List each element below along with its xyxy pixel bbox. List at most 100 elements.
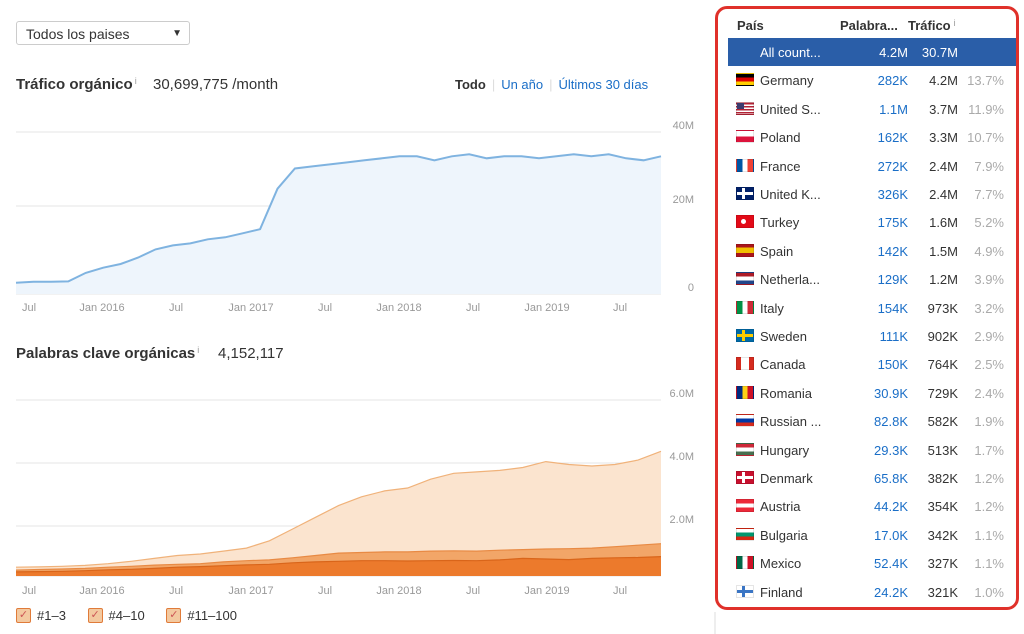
traffic-value: 382K xyxy=(927,471,958,486)
country-row[interactable]: Turkey 175K 1.6M 5.2% xyxy=(728,208,1016,236)
country-row[interactable]: Netherla... 129K 1.2M 3.9% xyxy=(728,265,1016,293)
info-icon[interactable]: i xyxy=(134,76,137,86)
range-tab-year[interactable]: Un año xyxy=(501,77,544,92)
traffic-value: 764K xyxy=(927,357,958,373)
range-tab-all[interactable]: Todo xyxy=(455,77,486,92)
keywords-count-link[interactable]: 29.3K xyxy=(874,442,908,458)
traffic-share: 1.9% xyxy=(974,414,1004,430)
traffic-value: 2.4M xyxy=(929,187,958,202)
keywords-count-link[interactable]: 24.2K xyxy=(874,584,908,600)
country-row[interactable]: Finland 24.2K 321K 1.0% xyxy=(728,578,1016,606)
traffic-share: 1.2% xyxy=(974,471,1004,486)
keywords-count-link[interactable]: 142K xyxy=(877,243,908,259)
keywords-count-link[interactable]: 30.9K xyxy=(874,385,908,401)
country-name: All count... xyxy=(760,45,821,60)
keywords-count-link[interactable]: 129K xyxy=(877,272,908,288)
traffic-value: 321K xyxy=(927,584,958,600)
country-row[interactable]: Romania 30.9K 729K 2.4% xyxy=(728,379,1016,407)
keywords-count-link[interactable]: 154K xyxy=(877,300,908,316)
country-table-highlight xyxy=(715,6,1019,610)
country-name: Russian ... xyxy=(760,414,822,430)
flag-icon xyxy=(736,272,754,286)
country-name: United K... xyxy=(760,187,821,202)
series-11-100-line xyxy=(15,450,662,568)
flag-icon xyxy=(736,471,754,484)
keywords-count-link[interactable]: 272K xyxy=(877,158,908,174)
country-row[interactable]: Bulgaria 17.0K 342K 1.1% xyxy=(728,521,1016,549)
country-row[interactable]: Canada 150K 764K 2.5% xyxy=(728,350,1016,378)
column-header-country[interactable]: País xyxy=(737,18,764,33)
country-row[interactable]: Poland 162K 3.3M 10.7% xyxy=(728,123,1016,151)
keywords-count-link[interactable]: 1.1M xyxy=(879,101,908,117)
x-tick-label: Jul xyxy=(22,302,36,314)
traffic-share: 2.4% xyxy=(974,385,1004,401)
y-tick-label: 0 xyxy=(688,282,694,294)
keywords-count-link[interactable]: 326K xyxy=(877,187,908,202)
country-row[interactable]: Russian ... 82.8K 582K 1.9% xyxy=(728,407,1016,435)
info-icon[interactable]: i xyxy=(953,18,956,28)
keywords-count-link[interactable]: 175K xyxy=(877,215,908,231)
legend-item-top3[interactable]: ✓ #1–3 xyxy=(16,608,66,623)
flag-icon xyxy=(736,187,754,200)
traffic-line xyxy=(15,153,662,284)
keywords-count-link[interactable]: 162K xyxy=(877,130,908,146)
country-row[interactable]: Italy 154K 973K 3.2% xyxy=(728,294,1016,322)
checkbox-icon[interactable]: ✓ xyxy=(16,608,31,623)
y-tick-label: 20M xyxy=(673,194,694,206)
traffic-share: 5.2% xyxy=(974,215,1004,231)
checkbox-icon[interactable]: ✓ xyxy=(87,608,103,623)
country-row[interactable]: Mexico 52.4K 327K 1.1% xyxy=(728,549,1016,577)
country-row-all[interactable]: All count... 4.2M 30.7M xyxy=(728,38,1016,66)
x-tick-label: Jan 2019 xyxy=(524,585,569,597)
x-tick-label: Jul xyxy=(318,585,332,597)
country-select[interactable]: Todos los paises ▼ xyxy=(16,21,190,45)
series-1-3-line xyxy=(15,556,662,573)
traffic-value: 342K xyxy=(927,527,958,543)
keywords-count-link[interactable]: 150K xyxy=(877,357,908,373)
traffic-value: 1.5M xyxy=(929,243,958,259)
range-tab-30days[interactable]: Últimos 30 días xyxy=(558,77,649,92)
x-tick-label: Jul xyxy=(22,585,36,597)
traffic-share: 3.2% xyxy=(974,300,1004,316)
traffic-value: 3.7M xyxy=(929,101,958,117)
country-row[interactable]: Denmark 65.8K 382K 1.2% xyxy=(728,464,1016,492)
traffic-value: 3.3M xyxy=(929,130,958,146)
keywords-count-link[interactable]: 65.8K xyxy=(874,471,908,486)
country-row[interactable]: Germany 282K 4.2M 13.7% xyxy=(728,66,1016,94)
checkbox-icon[interactable]: ✓ xyxy=(166,608,182,623)
traffic-share: 7.7% xyxy=(974,187,1004,202)
traffic-share: 10.7% xyxy=(967,130,1004,146)
keywords-count-link[interactable]: 82.8K xyxy=(874,414,908,430)
legend-item-11-100[interactable]: ✓ #11–100 xyxy=(166,608,237,623)
country-row[interactable]: Sweden 111K 902K 2.9% xyxy=(728,322,1016,350)
x-tick-label: Jan 2019 xyxy=(524,302,569,314)
flag-icon xyxy=(736,101,754,115)
info-icon[interactable]: i xyxy=(197,345,200,355)
country-row[interactable]: Austria 44.2K 354K 1.2% xyxy=(728,492,1016,520)
country-row[interactable]: United K... 326K 2.4M 7.7% xyxy=(728,180,1016,208)
keywords-count-link[interactable]: 17.0K xyxy=(874,527,908,543)
traffic-share: 11.9% xyxy=(968,101,1004,117)
keywords-count-link[interactable]: 4.2M xyxy=(879,45,908,60)
country-row[interactable]: United S... 1.1M 3.7M 11.9% xyxy=(728,95,1016,123)
keywords-value: 4,152,117 xyxy=(218,345,284,362)
column-header-traffic[interactable]: Tráfico i xyxy=(908,18,956,33)
country-name: Finland xyxy=(760,584,803,600)
keywords-count-link[interactable]: 282K xyxy=(877,73,908,89)
keywords-count-link[interactable]: 52.4K xyxy=(874,556,908,572)
country-row[interactable]: Spain 142K 1.5M 4.9% xyxy=(728,237,1016,265)
legend-item-4-10[interactable]: ✓ #4–10 xyxy=(87,608,145,623)
x-tick-label: Jan 2018 xyxy=(376,302,421,314)
flag-icon xyxy=(736,527,754,541)
traffic-share: 1.0% xyxy=(974,584,1004,600)
keywords-count-link[interactable]: 44.2K xyxy=(874,499,908,515)
traffic-area xyxy=(16,154,661,294)
x-tick-label: Jan 2017 xyxy=(228,302,273,314)
keywords-count-link[interactable]: 111K xyxy=(879,329,908,344)
country-name: Turkey xyxy=(760,215,800,231)
column-header-keywords[interactable]: Palabra... xyxy=(840,18,898,33)
country-row[interactable]: France 272K 2.4M 7.9% xyxy=(728,152,1016,180)
country-row[interactable]: Hungary 29.3K 513K 1.7% xyxy=(728,436,1016,464)
keywords-chart: 6.0M 4.0M 2.0M Jul Jan 2016 Jul Jan 2017 Jul Jan… xyxy=(15,388,694,597)
x-tick-label: Jan 2016 xyxy=(79,302,124,314)
